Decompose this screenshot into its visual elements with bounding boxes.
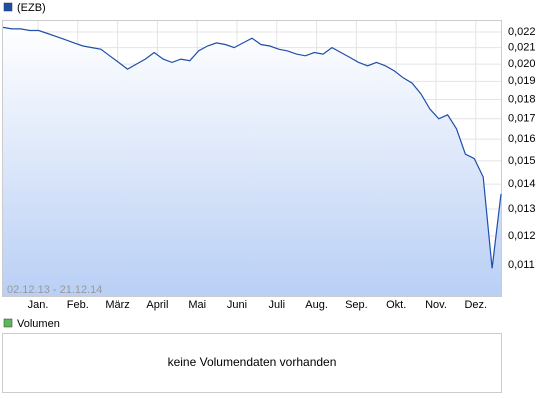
volume-legend-swatch [3, 318, 13, 328]
x-tick-label: April [146, 299, 168, 311]
x-tick-label: Aug. [305, 299, 328, 311]
y-tick-label: 0,016 [508, 133, 536, 145]
y-tick-label: 0,018 [508, 93, 536, 105]
volume-legend-label: Volumen [17, 318, 60, 330]
x-tick-label: Nov. [425, 299, 447, 311]
plot-frame [2, 20, 502, 297]
y-tick-label: 0,021 [508, 42, 536, 54]
date-range: 02.12.13 - 21.12.14 [7, 284, 102, 296]
area [3, 27, 501, 297]
y-tick-label: 0,011 [508, 259, 535, 271]
y-tick-label: 0,022 [508, 26, 536, 38]
y-tick-label: 0,020 [508, 58, 536, 70]
x-tick-label: Juni [227, 299, 247, 311]
volume-frame [2, 333, 502, 393]
y-tick-label: 0,014 [508, 178, 536, 190]
y-tick-label: 0,015 [508, 155, 536, 167]
y-tick-label: 0,012 [508, 230, 536, 242]
x-tick-label: Mai [188, 299, 206, 311]
x-tick-label: Feb. [67, 299, 89, 311]
volume-message: keine Volumendaten vorhanden [168, 355, 337, 369]
x-tick-label: Dez. [464, 299, 487, 311]
y-tick-label: 0,017 [508, 113, 536, 125]
x-tick-label: Juli [269, 299, 286, 311]
line [2, 26, 502, 269]
x-tick-label: Sep. [345, 299, 368, 311]
x-tick-label: Jan. [28, 299, 49, 311]
y-tick-label: 0,019 [508, 75, 536, 87]
x-tick-label: März [105, 299, 129, 311]
legend-swatch [3, 2, 13, 12]
y-tick-label: 0,013 [508, 203, 536, 215]
legend-label: (EZB) [17, 2, 46, 14]
x-tick-label: Okt. [386, 299, 406, 311]
